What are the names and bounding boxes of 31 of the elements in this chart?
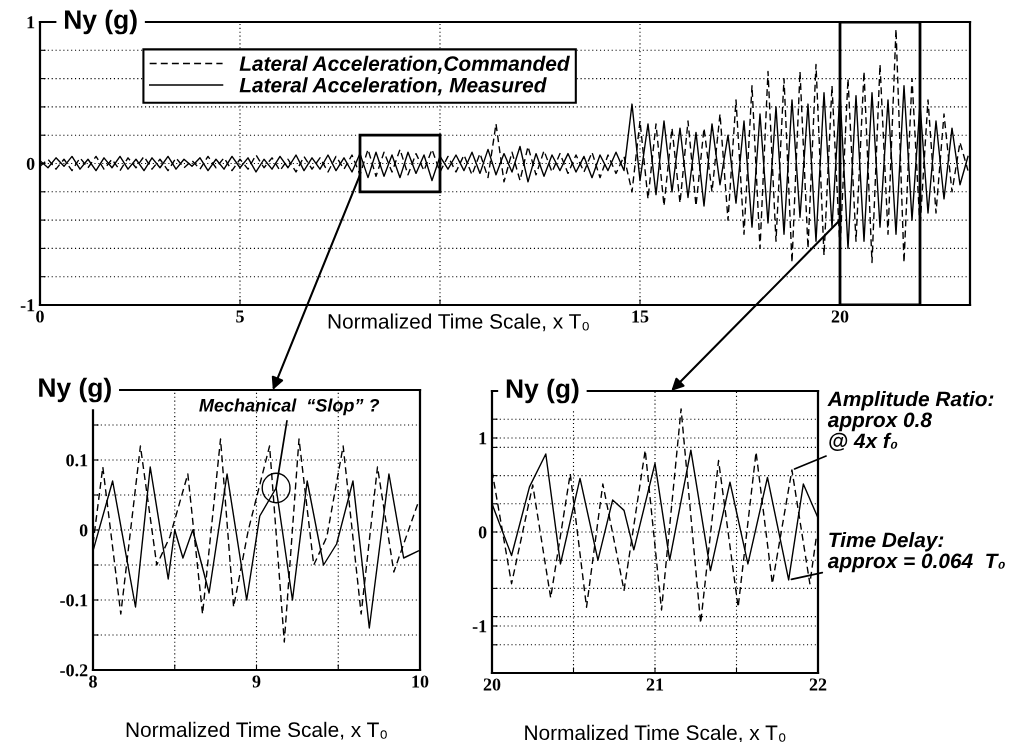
x-tick-label: 0: [36, 310, 44, 323]
y-tick-label: 0.1: [66, 454, 88, 467]
y-tick-label: -0.2: [60, 664, 88, 677]
x-tick-label: 15: [632, 310, 649, 323]
annotation: Time Delay: approx = 0.064 T₀: [827, 532, 1005, 573]
y-tick-label: 1: [27, 16, 35, 29]
y-axis-title: Ny (g): [39, 377, 111, 403]
y-tick-label: -0.1: [60, 594, 88, 607]
x-tick-label: 22: [809, 678, 827, 691]
y-axis-title: Ny (g): [65, 9, 137, 35]
x-tick-label: 5: [236, 310, 244, 323]
y-tick-label: -1: [20, 299, 35, 312]
x-tick-label: 20: [831, 310, 849, 323]
x-tick-label: 10: [412, 675, 429, 688]
y-tick-label: -1: [472, 620, 487, 633]
x-tick-label: 9: [252, 675, 261, 688]
y-axis-title: Ny (g): [506, 378, 579, 404]
y-tick-label: 0: [478, 526, 487, 539]
y-tick-label: 0: [26, 157, 35, 170]
x-tick-label: 8: [89, 675, 97, 688]
legend-label: Lateral Acceleration,Commanded: [239, 55, 570, 74]
x-tick-label: 21: [646, 678, 664, 691]
x-tick-label: 20: [483, 678, 501, 691]
annotation: Mechanical “Slop” ?: [199, 398, 380, 416]
annotation: Amplitude Ratio: approx 0.8 @ 4x f₀: [827, 391, 994, 451]
y-tick-label: 0: [79, 524, 88, 537]
x-axis-title: Normalized Time Scale, x T₀: [126, 721, 387, 740]
legend-label: Lateral Acceleration, Measured: [239, 77, 547, 96]
y-tick-label: 1: [479, 432, 487, 445]
x-axis-title: Normalized Time Scale, x T₀: [525, 724, 786, 742]
x-axis-title: Normalized Time Scale, x T₀: [328, 313, 589, 332]
